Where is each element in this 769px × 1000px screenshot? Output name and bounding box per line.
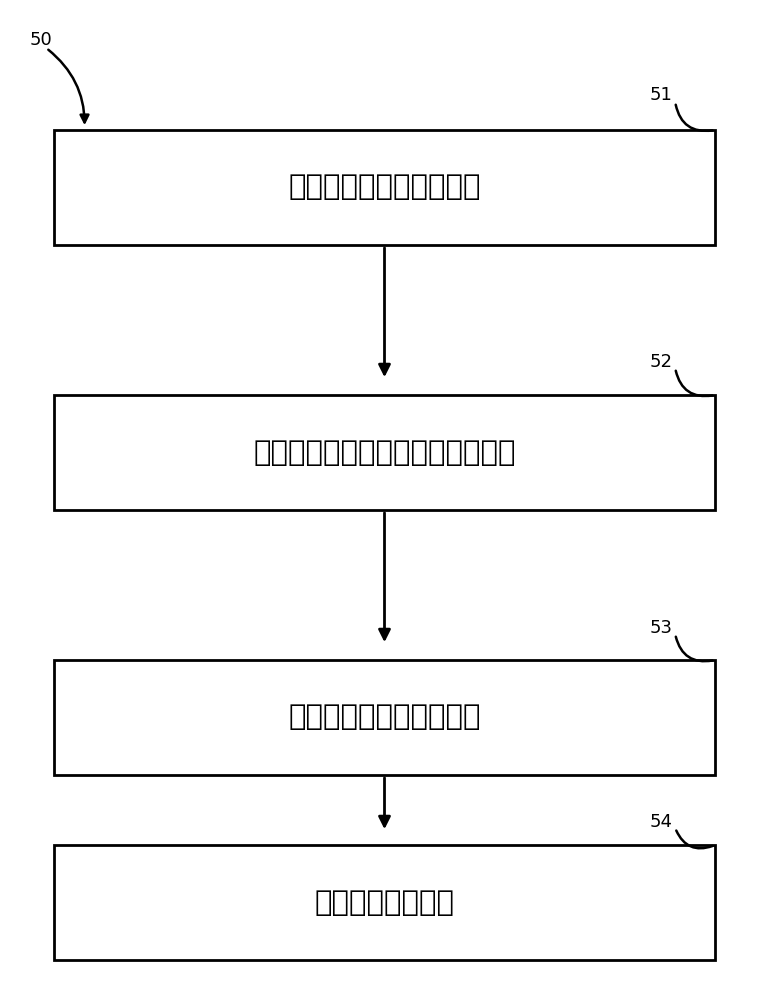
Text: 建立机器人的动力学模型: 建立机器人的动力学模型: [288, 174, 481, 202]
Text: 51: 51: [650, 86, 673, 104]
Text: 构建自适应控制律: 构建自适应控制律: [315, 888, 454, 916]
Text: 50: 50: [29, 31, 52, 49]
Bar: [54, 660, 715, 775]
Text: 54: 54: [650, 813, 673, 831]
Text: 对动力学模型进行线性参数化处理: 对动力学模型进行线性参数化处理: [253, 438, 516, 466]
Bar: [54, 130, 715, 245]
Text: 52: 52: [650, 353, 673, 371]
Text: 对回归矩阵进行滤波处理: 对回归矩阵进行滤波处理: [288, 704, 481, 731]
Text: 53: 53: [650, 619, 673, 637]
Bar: [54, 395, 715, 510]
Bar: [54, 845, 715, 960]
